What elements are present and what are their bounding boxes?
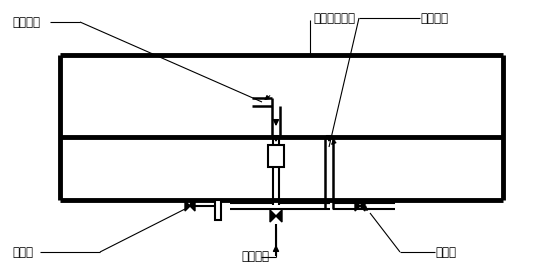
Polygon shape <box>360 201 365 211</box>
Bar <box>215 200 221 220</box>
Text: 淡水水位视窗: 淡水水位视窗 <box>313 12 355 25</box>
Text: 淡水进口: 淡水进口 <box>420 12 448 25</box>
Bar <box>268 145 284 167</box>
Text: 海水进口: 海水进口 <box>12 15 40 29</box>
Text: 淡水鄀: 淡水鄀 <box>435 245 456 258</box>
Polygon shape <box>270 210 276 222</box>
Polygon shape <box>355 201 360 211</box>
Text: 排空阀: 排空阀 <box>12 245 33 258</box>
Text: 浓海水鄀: 浓海水鄀 <box>241 251 269 264</box>
Polygon shape <box>276 210 282 222</box>
Polygon shape <box>190 201 195 211</box>
Polygon shape <box>185 201 190 211</box>
